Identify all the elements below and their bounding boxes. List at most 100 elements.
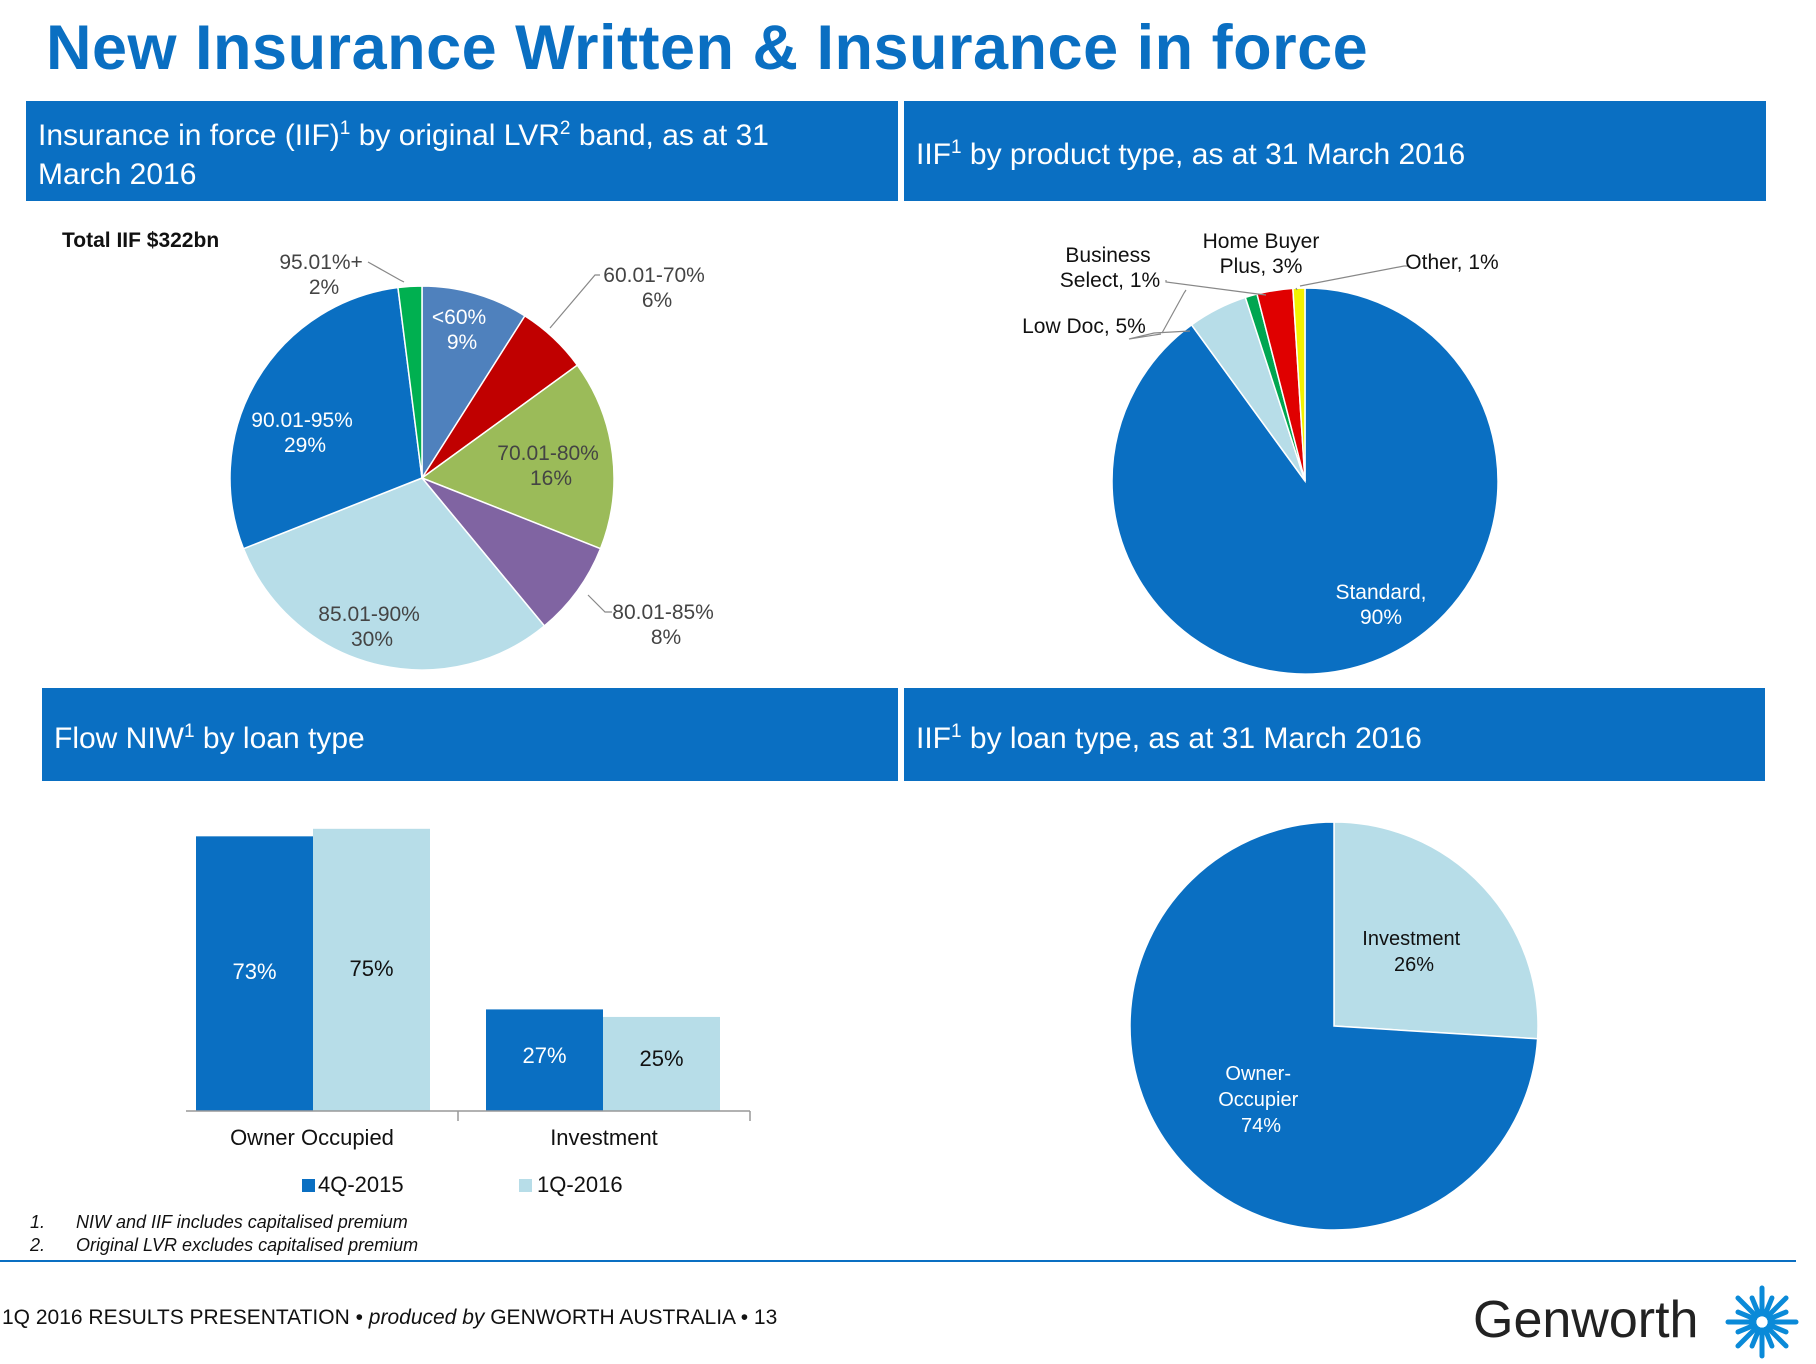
svg-text:90.01-95% 29%: 90.01-95% 29%	[251, 409, 358, 457]
slice-label-name: Investment	[1362, 928, 1460, 950]
lvr-pie-chart: Total IIF $322bn <60% 9% 60.01-70% 6% 70…	[62, 229, 719, 671]
panel-header-loan: IIF1 by loan type, as at 31 March 2016	[904, 688, 1765, 781]
footnote-ref: 1	[951, 720, 962, 742]
slice-label-name: Business	[1065, 244, 1150, 267]
slice-label-value: 8%	[651, 626, 681, 649]
footer-divider	[0, 1260, 1796, 1262]
star-ray	[1766, 1309, 1789, 1322]
pie-slice	[242, 477, 546, 671]
panel-title-part: Insurance in force (IIF)	[38, 118, 340, 152]
footer-part: produced by	[368, 1306, 485, 1329]
star-ray	[1766, 1322, 1789, 1335]
footnote-ref: 1	[951, 137, 962, 158]
slice-label-name: 80.01-85%	[612, 601, 714, 624]
star-ray	[1749, 1295, 1762, 1318]
svg-text:80.01-85% 8%: 80.01-85% 8%	[612, 601, 719, 649]
panel-title-part: by product type, as at 31 March 2016	[961, 138, 1466, 171]
footer-part: 1Q 2016 RESULTS PRESENTATION •	[2, 1306, 369, 1329]
slice-label-name: Other, 1%	[1405, 251, 1498, 274]
leader-line	[1161, 289, 1187, 334]
slice-label-value: 2%	[309, 276, 339, 299]
footnote-ref: 2	[559, 117, 571, 139]
star-ray	[1735, 1325, 1759, 1349]
legend-label-4q2015: 4Q-2015	[318, 1172, 404, 1197]
slice-label-name: 70.01-80%	[497, 442, 599, 465]
panel-header-product: IIF1 by product type, as at 31 March 201…	[904, 101, 1766, 201]
leader-line	[367, 261, 405, 283]
slice-label-name2: Occupier	[1218, 1089, 1298, 1111]
star-ray	[1762, 1326, 1775, 1349]
star-ray	[1735, 1295, 1759, 1319]
leader-line	[1299, 265, 1410, 287]
leader-line	[1128, 330, 1191, 340]
panel-title-part: by loan type, as at 31 March 2016	[961, 721, 1422, 755]
bar	[313, 828, 430, 1111]
pie-slice	[420, 364, 615, 550]
slice-label-name: Home Buyer	[1203, 230, 1320, 253]
slice-label-name: 85.01-90%	[318, 603, 420, 626]
star-ray	[1762, 1295, 1775, 1318]
slice-label-name: Owner-	[1225, 1063, 1291, 1085]
slice-label-value: Plus, 3%	[1220, 255, 1303, 278]
pie-slice	[1129, 821, 1539, 1231]
footnote-text: Original LVR excludes capitalised premiu…	[76, 1235, 419, 1255]
pie-slice	[421, 477, 602, 627]
panel-title-flow: Flow NIW1 by loan type	[54, 712, 365, 758]
footnote-2: 2. Original LVR excludes capitalised prem…	[30, 1235, 418, 1256]
svg-text:70.01-80% 16%: 70.01-80% 16%	[497, 442, 604, 490]
panel-title-part: IIF	[916, 721, 951, 755]
leader-line	[587, 594, 612, 613]
legend-swatch-4q2015	[302, 1179, 315, 1192]
panel-title-part: IIF	[916, 138, 951, 171]
svg-text:Investment 26%: Investment 26%	[1362, 928, 1465, 976]
panel-title-lvr: Insurance in force (IIF)1 by original LV…	[38, 109, 858, 194]
footer-part: GENWORTH AUSTRALIA • 13	[484, 1306, 778, 1329]
product-pie-chart: Business Select, 1% Home Buyer Plus, 3% …	[1022, 230, 1499, 675]
leader-line	[549, 274, 600, 329]
panel-header-lvr: Insurance in force (IIF)1 by original LV…	[26, 101, 898, 201]
panel-title-part: band, as at 31 March 2016	[38, 118, 769, 191]
leader-line	[1165, 280, 1267, 296]
pie-slice	[1292, 287, 1306, 482]
slice-label-name: Low Doc, 5%	[1022, 315, 1146, 338]
footnote-num: 1.	[30, 1212, 46, 1232]
pie-slice	[397, 285, 423, 479]
panel-title-part: by original LVR	[350, 118, 560, 152]
panel-title-part: by loan type	[194, 721, 365, 755]
genworth-logo-text: Genworth	[1473, 1291, 1699, 1349]
bar-value-label: 75%	[349, 956, 393, 981]
bar	[486, 1009, 603, 1111]
legend-swatch-1q2016	[519, 1179, 532, 1192]
x-tick-label: Owner Occupied	[230, 1125, 394, 1150]
bar	[603, 1016, 720, 1111]
slice-label-value: 90%	[1360, 606, 1402, 629]
svg-text:<60% 9%: <60% 9%	[432, 306, 492, 354]
slice-label-name: 90.01-95%	[251, 409, 353, 432]
pie-slice	[1333, 821, 1539, 1040]
star-ray	[1765, 1295, 1789, 1319]
bar-value-label: 27%	[522, 1043, 566, 1068]
flow-bar-chart: 73% 75% 27% 25% Owner Occupied Investment 4…	[186, 828, 751, 1197]
bar-value-label: 73%	[232, 959, 276, 984]
slice-label-name: <60%	[432, 306, 486, 329]
leader-line	[1295, 287, 1298, 291]
footnote-1: 1. NIW and IIF includes capitalised premi…	[30, 1212, 408, 1233]
star-ray	[1735, 1322, 1758, 1335]
x-tick-label: Investment	[550, 1125, 658, 1150]
slice-label-value: 29%	[284, 434, 326, 457]
pie-slice	[229, 286, 423, 550]
svg-text:95.01%+ 2%: 95.01%+ 2%	[279, 251, 368, 299]
bar	[196, 836, 313, 1111]
svg-text:Owner- Occupier 74%: Owner- Occupier 74%	[1218, 1063, 1304, 1137]
panel-header-flow: Flow NIW1 by loan type	[42, 688, 898, 781]
footnote-ref: 1	[184, 720, 195, 742]
footer-text: 1Q 2016 RESULTS PRESENTATION • produced …	[2, 1306, 777, 1330]
footnote-ref: 1	[339, 117, 351, 139]
svg-text:85.01-90% 30%: 85.01-90% 30%	[318, 603, 425, 651]
slice-label-value: 74%	[1241, 1115, 1281, 1137]
star-ray	[1765, 1325, 1789, 1349]
pie-slice	[421, 285, 526, 481]
genworth-star-icon	[1725, 1285, 1799, 1359]
slice-label-value: 9%	[447, 331, 477, 354]
star-ray	[1735, 1309, 1758, 1322]
